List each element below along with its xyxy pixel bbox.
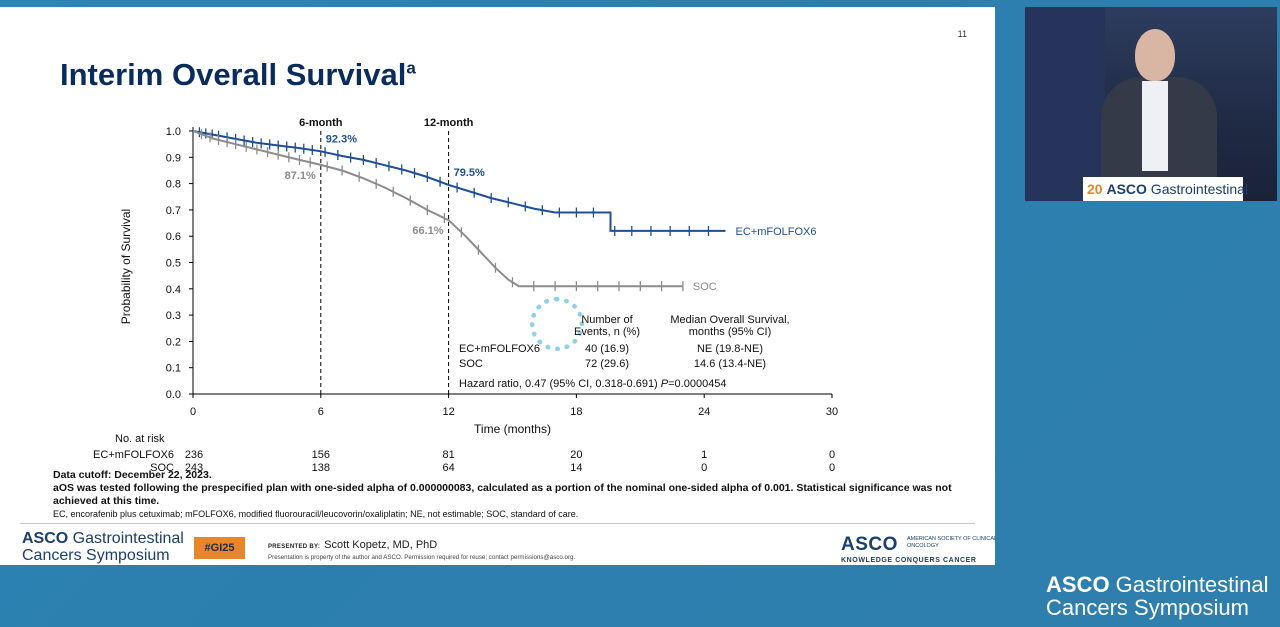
abbreviations-note: EC, encorafenib plus cetuximab; mFOLFOX6… — [53, 509, 579, 519]
y-tick-label: 0.3 — [166, 310, 181, 322]
presenter-line: PRESENTED BY: Scott Kopetz, MD, PhD — [268, 539, 437, 551]
footnote-a: aOS was tested following the prespecifie… — [53, 482, 952, 507]
y-tick-label: 0.0 — [166, 389, 181, 401]
x-tick-label: 6 — [318, 406, 324, 418]
km-chart: 0.0 0.1 0.2 0.3 0.4 0.5 0.6 0.7 0.8 0.9 1.0 0 6 12 18 2… — [93, 117, 838, 474]
x-tick-label: 0 — [190, 406, 196, 418]
at-risk-value: 138 — [312, 462, 330, 474]
x-axis-label: Time (months) — [474, 422, 551, 436]
podium-sign-text: Gastrointestinal — [1146, 181, 1249, 197]
asco-gi-logo: ASCO Gastrointestinal Cancers Symposium — [22, 530, 184, 564]
at-risk-title: No. at risk — [115, 433, 165, 445]
asco-tagline: KNOWLEDGE CONQUERS CANCER — [841, 557, 977, 564]
p-label: P — [661, 378, 669, 390]
corner-asco-line1: Gastrointestinal — [1109, 572, 1269, 597]
reuse-disclaimer: Presentation is property of the author a… — [268, 554, 576, 561]
speaker-shirt — [1142, 81, 1168, 171]
speaker-head — [1135, 29, 1175, 81]
corner-asco-line2: Cancers Symposium — [1046, 595, 1249, 620]
asco-society-logo: ASCO AMERICAN SOCIETY OF CLINICAL ONCOLO… — [841, 534, 995, 564]
at-risk-value: 0 — [829, 449, 835, 461]
at-risk-value: 64 — [442, 462, 454, 474]
asco-gi-logo-line1: Gastrointestinal — [68, 530, 184, 547]
footer-divider — [20, 523, 975, 524]
at-risk-value: 14 — [570, 462, 582, 474]
slide-number: 11 — [957, 29, 967, 39]
asco-society-logo-mark: ASCO — [841, 534, 898, 555]
asco-gi-logo-brand: ASCO — [22, 530, 69, 547]
footnotes: Data cutoff: December 22, 2023. aOS was … — [53, 469, 953, 521]
landmark-label: 66.1% — [412, 225, 443, 237]
y-tick-label: 0.9 — [166, 152, 181, 164]
at-risk-value: 156 — [312, 449, 330, 461]
podium-sign-number: 20 — [1087, 181, 1103, 197]
at-risk-value: 243 — [185, 462, 203, 474]
watermark-circle — [530, 297, 584, 351]
km-curve-ec — [192, 130, 726, 232]
asco-society-name: AMERICAN SOCIETY OF CLINICAL ONCOLOGY — [907, 536, 995, 549]
video-backdrop-panel — [1025, 7, 1105, 201]
corner-asco-brand: ASCO — [1046, 572, 1110, 597]
summary-header-events-2: Events, n (%) — [574, 326, 640, 338]
series-end-label: SOC — [693, 281, 717, 293]
landmark-label: 87.1% — [285, 170, 316, 182]
timepoint-label: 12-month — [424, 117, 474, 129]
landmark-label: 92.3% — [326, 133, 357, 145]
series-end-label: EC+mFOLFOX6 — [736, 226, 817, 238]
slide-title-superscript: a — [406, 58, 416, 78]
y-tick-label: 0.5 — [166, 258, 181, 270]
at-risk-arm: EC+mFOLFOX6 — [93, 449, 174, 461]
corner-asco-logo: ASCO Gastrointestinal Cancers Symposium — [1046, 573, 1269, 619]
presented-by-label: PRESENTED BY: — [268, 544, 321, 550]
speaker-video: 20 ASCO Gastrointestinal — [1025, 7, 1277, 201]
km-curve-soc — [192, 130, 683, 288]
y-tick-label: 0.7 — [166, 205, 181, 217]
summary-header-median-2: months (95% CI) — [689, 326, 772, 338]
y-tick-label: 0.4 — [166, 284, 181, 296]
presenter-name: Scott Kopetz, MD, PhD — [324, 539, 438, 551]
x-tick-label: 24 — [698, 406, 710, 418]
y-tick-label: 0.8 — [166, 179, 181, 191]
summary-row-events: 72 (29.6) — [585, 358, 629, 370]
podium — [1083, 177, 1243, 201]
data-cutoff-note: Data cutoff: December 22, 2023. — [53, 469, 212, 481]
x-tick-label: 12 — [442, 406, 454, 418]
podium-sign: 20 ASCO Gastrointestinal — [1087, 181, 1248, 197]
at-risk-value: 20 — [570, 449, 582, 461]
at-risk-value: 0 — [829, 462, 835, 474]
landmark-label: 79.5% — [454, 167, 485, 179]
timepoint-label: 6-month — [299, 117, 343, 129]
y-tick-label: 0.1 — [166, 363, 181, 375]
summary-row-events: 40 (16.9) — [585, 343, 629, 355]
at-risk-value: 81 — [442, 449, 454, 461]
y-tick-label: 1.0 — [166, 126, 181, 138]
asco-gi-logo-line2: Cancers Symposium — [22, 547, 170, 564]
summary-header-median-1: Median Overall Survival, — [670, 314, 789, 326]
summary-header-events-1: Number of — [581, 314, 633, 326]
slide-title: Interim Overall Survivala — [60, 57, 416, 93]
at-risk-value: 236 — [185, 449, 203, 461]
at-risk-arm: SOC — [150, 462, 174, 474]
slide: 11 Interim Overall Survivala 0.0 0.1 0.2 0.… — [0, 7, 995, 565]
y-tick-label: 0.2 — [166, 336, 181, 348]
summary-row-median: NE (19.8-NE) — [697, 343, 763, 355]
x-tick-label: 18 — [570, 406, 582, 418]
hazard-ratio-value: Hazard ratio, 0.47 (95% CI, 0.318-0.691) — [459, 378, 661, 390]
p-value: =0.0000454 — [668, 378, 726, 390]
y-tick-label: 0.6 — [166, 231, 181, 243]
y-axis-label: Probability of Survival — [119, 209, 133, 324]
summary-row-arm: SOC — [459, 358, 483, 370]
hashtag-badge: #GI25 — [194, 537, 245, 559]
podium-sign-asco: ASCO — [1106, 181, 1147, 197]
at-risk-value: 0 — [701, 462, 707, 474]
at-risk-value: 1 — [701, 449, 707, 461]
slide-title-text: Interim Overall Survival — [60, 57, 407, 92]
hazard-ratio-text: Hazard ratio, 0.47 (95% CI, 0.318-0.691)… — [459, 378, 727, 390]
summary-row-arm: EC+mFOLFOX6 — [459, 343, 540, 355]
summary-row-median: 14.6 (13.4-NE) — [694, 358, 766, 370]
x-tick-label: 30 — [826, 406, 838, 418]
